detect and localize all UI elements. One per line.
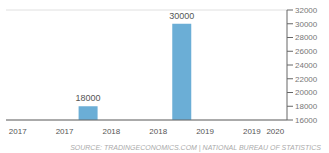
svg-text:22000: 22000 <box>295 75 318 84</box>
svg-text:20000: 20000 <box>295 88 318 97</box>
svg-text:2019: 2019 <box>243 127 261 136</box>
svg-text:2019: 2019 <box>196 127 214 136</box>
html-text:SOURCE: TRADINGECONOMICS.COM |: SOURCE: TRADINGECONOMICS.COM | NATIONAL … <box>70 144 321 151</box>
svg-text:2018: 2018 <box>149 127 167 136</box>
svg-text:24000: 24000 <box>295 61 318 70</box>
svg-text:30000: 30000 <box>169 11 194 21</box>
svg-text:30000: 30000 <box>295 20 318 29</box>
svg-text:2017: 2017 <box>56 127 74 136</box>
svg-text:28000: 28000 <box>295 33 318 42</box>
svg-text:2020: 2020 <box>266 127 284 136</box>
svg-text:18000: 18000 <box>76 93 101 103</box>
svg-text:18000: 18000 <box>295 102 318 111</box>
svg-text:2018: 2018 <box>102 127 120 136</box>
svg-text:2017: 2017 <box>9 127 27 136</box>
svg-text:32000: 32000 <box>295 6 318 15</box>
svg-text:16000: 16000 <box>295 116 318 125</box>
svg-text:26000: 26000 <box>295 47 318 56</box>
